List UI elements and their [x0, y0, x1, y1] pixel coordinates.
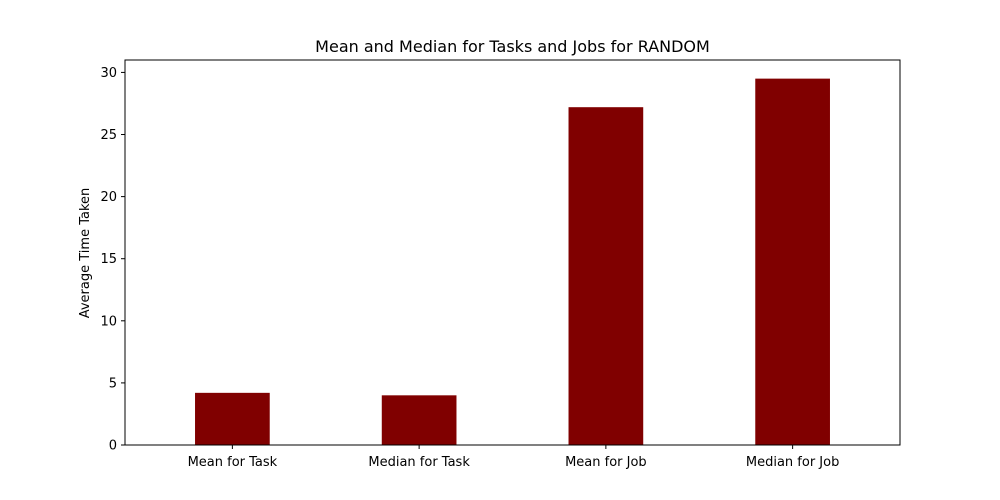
bar-mean-for-job: [568, 107, 644, 446]
y-axis-label: Average Time Taken: [78, 188, 93, 319]
x-axis-ticks: Mean for Task Median for Task Mean for Job…: [188, 445, 839, 470]
bar-median-for-job: [755, 78, 830, 446]
y-tick-label: 25: [100, 128, 117, 143]
y-tick-label: 30: [100, 66, 117, 81]
x-tick-label: Mean for Job: [565, 455, 647, 470]
x-tick-label: Median for Job: [746, 455, 839, 470]
bar-mean-for-task: [195, 392, 270, 445]
y-tick-label: 15: [100, 252, 117, 267]
x-tick-label: Median for Task: [368, 455, 470, 470]
y-axis-ticks: 0 5 10 15 20 25 30: [100, 66, 125, 454]
bars: [195, 78, 830, 446]
bar-median-for-task: [381, 395, 457, 445]
x-tick-label: Mean for Task: [188, 455, 278, 470]
y-tick-label: 20: [100, 190, 117, 205]
y-tick-label: 0: [109, 439, 117, 454]
y-tick-label: 5: [109, 376, 117, 391]
y-tick-label: 10: [100, 314, 117, 329]
plot-frame: [124, 59, 901, 446]
chart-title: Mean and Median for Tasks and Jobs for R…: [315, 37, 710, 56]
